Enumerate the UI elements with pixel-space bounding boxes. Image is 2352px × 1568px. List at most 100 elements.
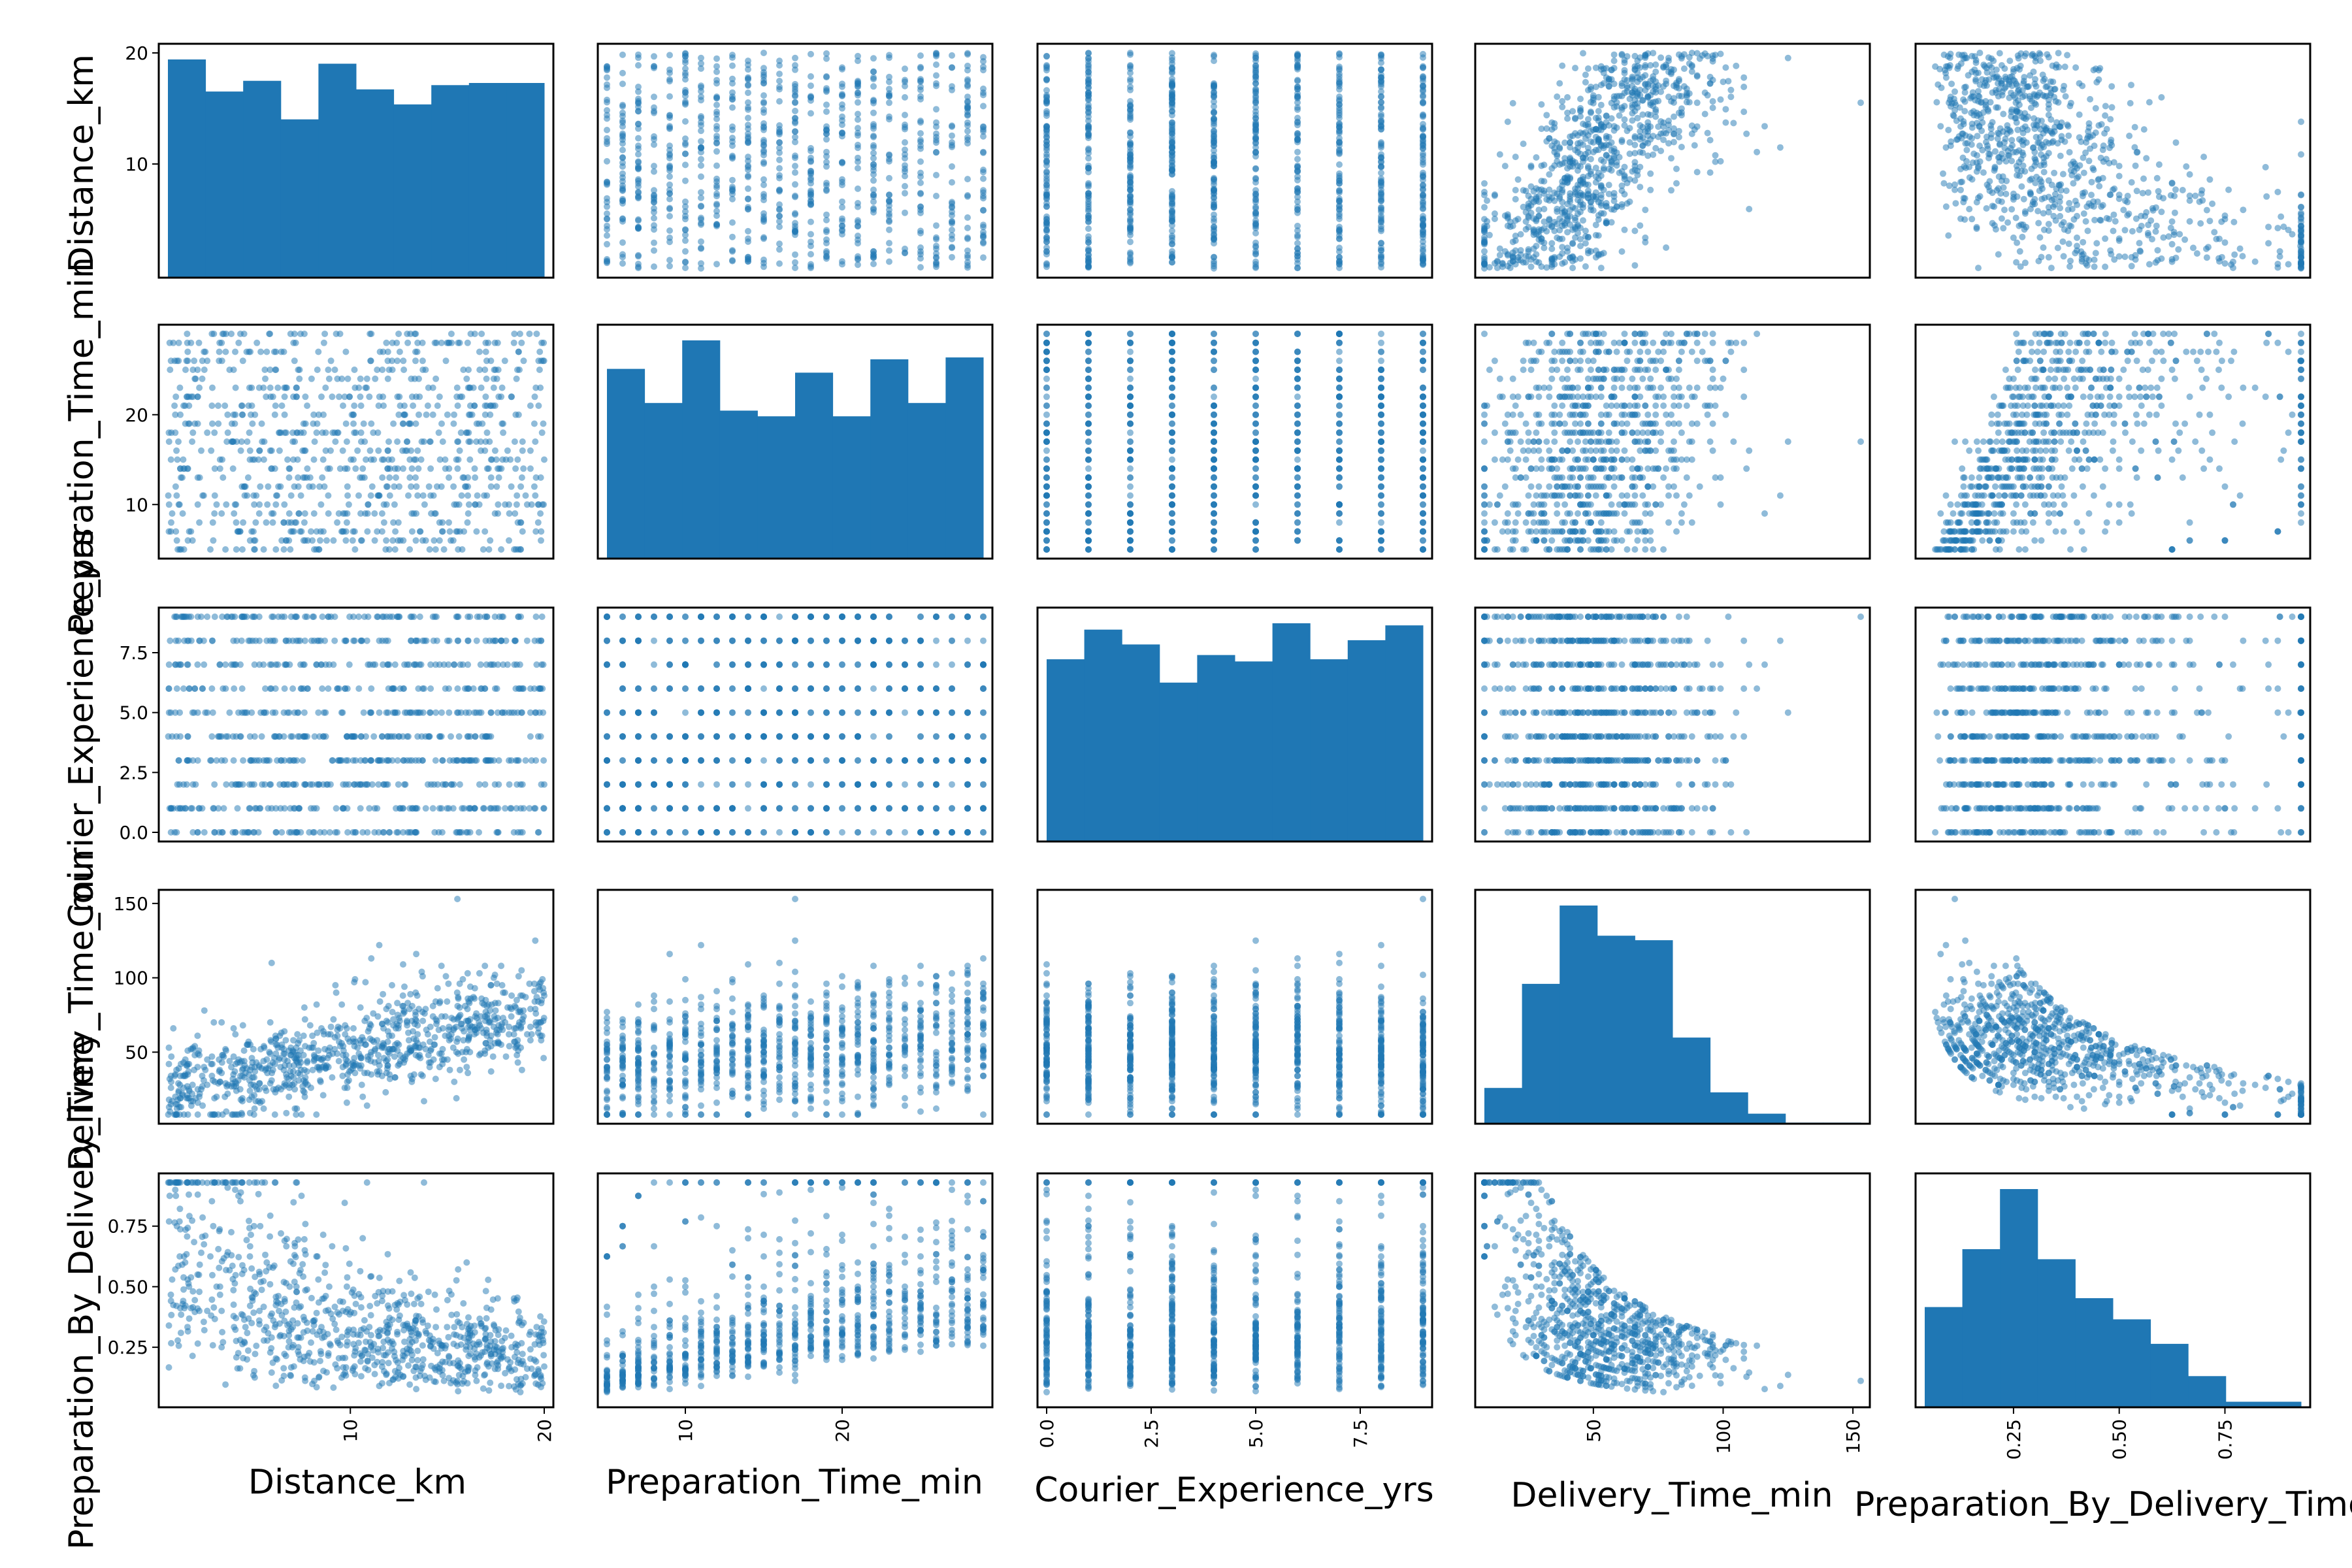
scatter-point [1294,233,1301,240]
scatter-point [476,348,483,355]
scatter-point [286,510,293,517]
scatter-point [1704,129,1711,137]
scatter-point [1554,234,1561,241]
scatter-point [2088,191,2095,199]
scatter-point [246,537,253,544]
scatter-point [1085,132,1092,139]
scatter-point [870,109,877,116]
scatter-point [1613,159,1620,166]
scatter-point [2152,259,2159,266]
scatter-point [2061,63,2068,71]
scatter-point [2041,93,2048,100]
scatter-point [823,50,830,57]
scatter-point [174,546,182,553]
scatter-point [1514,176,1522,183]
scatter-point [1577,236,1584,243]
scatter-point [173,447,180,454]
scatter-point [1970,93,1977,100]
histogram-bar [168,59,206,278]
scatter-point [2239,253,2246,260]
scatter-point [1504,263,1511,270]
scatter-point [917,86,924,93]
scatter-point [386,474,393,481]
scatter-point [1613,124,1620,131]
scatter-point [351,528,358,535]
scatter-point [423,411,430,418]
scatter-point [1294,155,1301,163]
scatter-point [1252,229,1259,237]
scatter-point [902,209,908,216]
scatter-point [295,510,302,517]
scatter-point [1336,105,1343,111]
scatter-point [318,393,325,400]
scatter-point [2218,218,2225,225]
scatter-point [964,93,971,101]
histogram-bar [318,63,357,278]
scatter-point [604,232,610,239]
scatter-point [1211,93,1217,100]
scatter-point [1693,73,1701,80]
scatter-point [682,212,689,220]
scatter-point [1420,447,1426,454]
scatter-point [325,492,332,499]
scatter-point [2021,210,2029,217]
scatter-point [1127,429,1134,436]
scatter-point [2115,235,2123,242]
scatter-point [1569,133,1576,139]
scatter-point [949,235,955,242]
scatter-point [174,456,181,463]
scatter-point [208,447,215,454]
scatter-point [1712,158,1719,165]
scatter-point [380,348,387,355]
scatter-point [2221,260,2229,267]
scatter-point [980,223,987,231]
scatter-point [1043,447,1050,454]
scatter-point [2052,98,2059,105]
scatter-point [2087,95,2094,103]
scatter-point [886,54,892,61]
scatter-point [933,222,939,229]
histogram-bar [356,89,395,278]
scatter-point [2298,225,2304,233]
scatter-point [2263,193,2270,200]
scatter-point [1592,247,1599,254]
scatter-point [1572,65,1578,72]
scatter-point [745,154,751,161]
scatter-point [2032,180,2039,187]
scatter-point [839,204,845,211]
scatter-point [286,465,293,472]
scatter-point [666,234,673,241]
scatter-point [1952,186,1958,193]
scatter-point [651,53,657,60]
scatter-point [2240,206,2247,214]
scatter-point [808,148,814,154]
scatter-point [218,339,225,346]
scatter-point [1378,259,1384,266]
scatter-point [1590,96,1597,103]
scatter-point [396,393,403,400]
scatter-point [349,537,356,544]
scatter-point [406,546,414,553]
scatter-point [604,106,610,114]
scatter-point [729,176,736,184]
scatter-point [340,402,346,409]
scatter-point [2029,52,2035,59]
scatter-point [2078,258,2085,265]
scatter-point [619,112,626,120]
scatter-point [1584,172,1592,180]
scatter-point [380,402,387,409]
scatter-point [2139,189,2146,197]
scatter-point [604,96,610,103]
scatter-point [2148,217,2155,224]
scatter-point [532,528,540,535]
scatter-point [297,331,304,337]
scatter-point [426,438,433,445]
scatter-point [604,210,610,217]
scatter-point [2186,197,2193,204]
scatter-point [416,393,423,400]
scatter-point [855,158,861,165]
scatter-point [519,528,526,535]
histogram-bar [205,91,244,278]
scatter-point [1592,253,1599,261]
scatter-point [343,438,350,445]
